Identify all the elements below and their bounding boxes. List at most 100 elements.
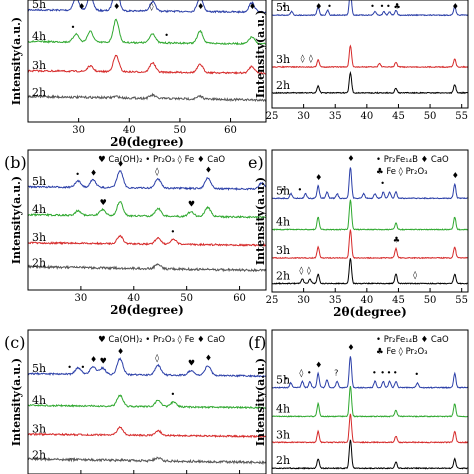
series-line-f-4h: [272, 386, 468, 418]
series-line-a-2h: [28, 92, 266, 103]
series-label-a-3h: 3h: [32, 59, 46, 72]
peak-marker-f-6: •: [372, 368, 377, 377]
x-tick-label-e-2: 35: [329, 295, 342, 306]
x-tick-label-e-0: 25: [266, 295, 279, 306]
legend-f-line1: • Pr₂Fe₁₄B ♦ CaO: [376, 335, 449, 345]
series-label-d-2h: 2h: [276, 79, 290, 92]
series-line-d-5h: [272, 0, 468, 17]
peak-marker-b-0: •: [75, 170, 80, 179]
series-label-d-3h: 3h: [276, 53, 290, 66]
y-axis-label-f: Intensity(a.u.): [254, 358, 267, 446]
series-line-b-5h: [28, 170, 266, 191]
peak-marker-c-3: ♥: [100, 357, 107, 366]
peak-marker-d-4: •: [380, 2, 385, 11]
peak-marker-e-8: ◊: [307, 266, 311, 275]
x-tick-label-e-3: 40: [360, 295, 373, 306]
series-label-a-5h: 5h: [32, 0, 46, 11]
peak-marker-e-2: ♦: [315, 173, 322, 182]
series-label-b-3h: 3h: [32, 231, 46, 244]
x-tick-label-e-4: 45: [392, 295, 405, 306]
plot-area-f: [272, 356, 468, 470]
plot-frame-c: [27, 329, 267, 474]
peak-marker-b-7: •: [170, 228, 175, 237]
peak-marker-f-8: •: [387, 368, 392, 377]
x-tick-label-d-6: 55: [455, 111, 468, 122]
series-label-c-3h: 3h: [32, 423, 46, 436]
peak-marker-d-6: ♣: [394, 2, 401, 11]
series-line-b-4h: [28, 200, 266, 219]
series-line-b-3h: [28, 234, 266, 247]
peak-marker-a-5: •: [71, 23, 76, 32]
series-line-f-2h: [272, 439, 468, 470]
peak-marker-b-6: ♥: [188, 200, 195, 209]
plot-area-b: [28, 170, 266, 273]
peak-marker-d-8: ◊: [301, 54, 305, 63]
peak-marker-a-4: ♦: [249, 2, 256, 11]
series-line-e-2h: [272, 258, 468, 285]
peak-marker-e-4: •: [380, 179, 385, 188]
panel-e: 5h 4h 3h 2h • • ♦ ♦ • ♦ ♣ ◊ ◊ ◊ 25 30 35 40 45 50 55 2θ(degre…: [248, 149, 469, 319]
series-label-f-5h: 5h: [276, 374, 290, 387]
peak-marker-a-1: ♦: [113, 2, 120, 11]
series-line-d-3h: [272, 44, 468, 69]
peak-marker-f-0: •: [284, 375, 289, 384]
peak-marker-d-0: •: [282, 2, 287, 11]
peak-marker-d-2: •: [327, 2, 332, 11]
x-tick-label-d-2: 35: [329, 111, 342, 122]
peak-marker-a-2: ◊: [150, 2, 154, 11]
peak-marker-e-7: ◊: [299, 266, 303, 275]
peak-marker-c-2: ♦: [90, 355, 97, 364]
series-line-f-5h: [272, 356, 468, 389]
panel-b: 5h 4h 3h 2h • ♦ ♦ ◊ ♦ ♥ ♥ • 30 40 50 60 2θ(degree) Intens…: [4, 149, 267, 317]
series-line-c-2h: [28, 456, 266, 466]
peak-marker-e-9: ◊: [413, 270, 417, 279]
series-line-d-2h: [272, 70, 468, 95]
legend-f-line2: ♣ Fe ◊ Pr₂O₃: [376, 347, 428, 357]
x-axis-label-a: 2θ(degree): [110, 135, 184, 149]
series-label-c-5h: 5h: [32, 362, 46, 375]
x-tick-label-e-6: 55: [455, 295, 468, 306]
series-label-f-4h: 4h: [276, 402, 290, 415]
series-label-c-4h: 4h: [32, 394, 46, 407]
plot-frame-a: [27, 0, 267, 123]
legend-c: ♥ Ca(OH)₂ • Pr₂O₃ ◊ Fe ♦ CaO: [98, 335, 225, 345]
x-axis-label-e: 2θ(degree): [333, 305, 407, 319]
peak-marker-c-8: •: [170, 390, 175, 399]
series-line-c-5h: [28, 357, 266, 378]
x-tick-label-b-1: 40: [127, 293, 140, 304]
peak-marker-a-6: •: [164, 31, 169, 40]
x-tick-label-e-1: 30: [297, 295, 310, 306]
x-tick-label-a-2: 50: [174, 125, 187, 136]
panel-label-c: (c): [4, 333, 25, 352]
y-axis-label-d: Intensity(a.u.): [254, 10, 267, 98]
panel-label-f: (f): [248, 333, 266, 352]
peak-marker-b-1: ♦: [90, 169, 97, 178]
peak-marker-c-4: ♦: [117, 347, 124, 356]
peak-marker-f-10: •: [414, 370, 419, 379]
panel-label-b: (b): [4, 153, 27, 172]
peak-marker-e-6: ♣: [393, 236, 400, 245]
series-line-c-4h: [28, 394, 266, 410]
x-tick-label-b-3: 60: [233, 293, 246, 304]
series-label-f-2h: 2h: [276, 454, 290, 467]
series-line-c-3h: [28, 425, 266, 439]
x-tick-label-d-5: 50: [424, 111, 437, 122]
x-tick-label-b-0: 30: [75, 293, 88, 304]
x-tick-label-a-0: 30: [72, 125, 85, 136]
plot-frame-d: [271, 0, 469, 109]
x-tick-label-d-1: 30: [297, 111, 310, 122]
y-axis-label-a: Intensity(a.u.): [10, 17, 23, 105]
series-label-c-2h: 2h: [32, 448, 46, 461]
peak-marker-f-2: •: [307, 368, 312, 377]
series-line-a-4h: [28, 18, 266, 46]
legend-b: ♥ Ca(OH)₂ • Pr₂O₃ ◊ Fe ♦ CaO: [98, 155, 225, 165]
plot-frame-b: [27, 149, 267, 291]
x-tick-label-b-2: 50: [180, 293, 193, 304]
series-label-b-4h: 4h: [32, 203, 46, 216]
series-label-e-5h: 5h: [276, 184, 290, 197]
y-axis-label-e: Intensity(a.u.): [254, 177, 267, 265]
panel-a: 5h 4h 3h 2h ♦ ♦ ◊ ♦ ♦ • • 30 40 50 60 2θ(degree) Intensi…: [10, 0, 267, 149]
peak-marker-d-3: •: [370, 2, 375, 11]
series-label-b-5h: 5h: [32, 175, 46, 188]
